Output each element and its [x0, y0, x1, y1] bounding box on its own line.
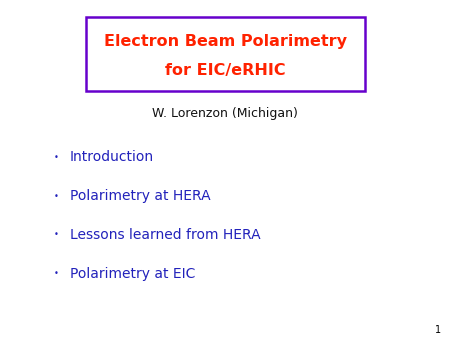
Text: Polarimetry at EIC: Polarimetry at EIC [70, 267, 195, 281]
Text: Polarimetry at HERA: Polarimetry at HERA [70, 189, 211, 203]
Text: •: • [54, 269, 58, 278]
Text: Lessons learned from HERA: Lessons learned from HERA [70, 228, 261, 242]
Text: •: • [54, 153, 58, 162]
Text: •: • [54, 231, 58, 239]
Text: W. Lorenzon (Michigan): W. Lorenzon (Michigan) [152, 107, 298, 120]
Text: 1: 1 [435, 324, 441, 335]
Text: •: • [54, 192, 58, 200]
FancyBboxPatch shape [86, 17, 365, 91]
Text: Electron Beam Polarimetry: Electron Beam Polarimetry [104, 34, 346, 49]
Text: for EIC/eRHIC: for EIC/eRHIC [165, 63, 285, 78]
Text: Introduction: Introduction [70, 150, 154, 164]
